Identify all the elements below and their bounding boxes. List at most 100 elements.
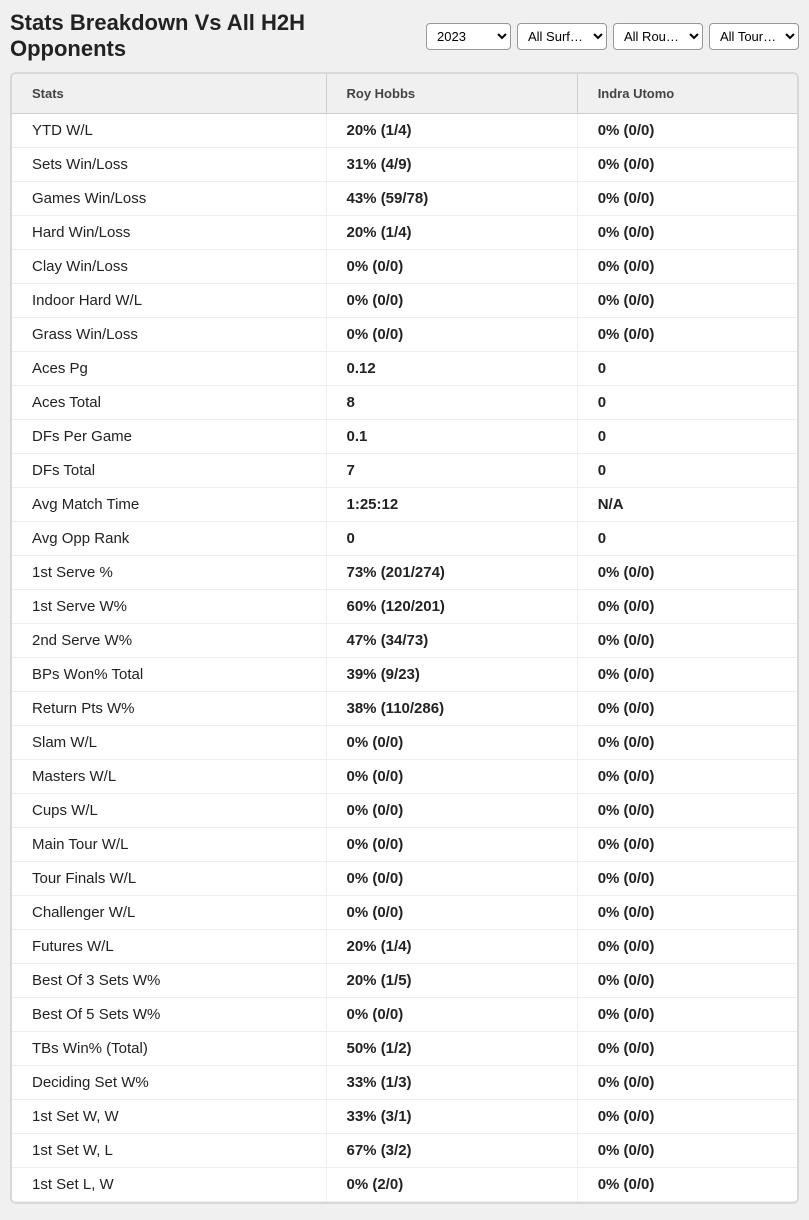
stat-value: 0% (0/0) — [577, 1032, 797, 1066]
stats-table-container: Stats Roy Hobbs Indra Utomo YTD W/L20% (… — [10, 72, 799, 1204]
stat-value: 0% (0/0) — [326, 726, 577, 760]
stat-label: Return Pts W% — [12, 692, 326, 726]
table-row: Avg Match Time1:25:12N/A — [12, 488, 797, 522]
table-row: DFs Total70 — [12, 454, 797, 488]
table-row: 2nd Serve W%47% (34/73)0% (0/0) — [12, 624, 797, 658]
table-row: Aces Pg0.120 — [12, 352, 797, 386]
col-header-stats: Stats — [12, 74, 326, 114]
stat-value: 0% (0/0) — [326, 896, 577, 930]
stats-table: Stats Roy Hobbs Indra Utomo YTD W/L20% (… — [12, 74, 797, 1202]
stat-label: Challenger W/L — [12, 896, 326, 930]
stat-label: Cups W/L — [12, 794, 326, 828]
stat-label: Slam W/L — [12, 726, 326, 760]
table-row: Cups W/L0% (0/0)0% (0/0) — [12, 794, 797, 828]
stat-value: 43% (59/78) — [326, 182, 577, 216]
stat-value: 0% (0/0) — [577, 930, 797, 964]
page-title: Stats Breakdown Vs All H2H Opponents — [10, 10, 426, 62]
stat-value: 20% (1/4) — [326, 216, 577, 250]
stat-value: 0% (0/0) — [326, 862, 577, 896]
stat-value: 0% (0/0) — [326, 250, 577, 284]
stat-value: N/A — [577, 488, 797, 522]
stat-label: 2nd Serve W% — [12, 624, 326, 658]
table-row: BPs Won% Total39% (9/23)0% (0/0) — [12, 658, 797, 692]
stat-label: Grass Win/Loss — [12, 318, 326, 352]
stat-value: 50% (1/2) — [326, 1032, 577, 1066]
stat-value: 0% (0/0) — [326, 828, 577, 862]
table-row: 1st Set W, L67% (3/2)0% (0/0) — [12, 1134, 797, 1168]
table-row: Main Tour W/L0% (0/0)0% (0/0) — [12, 828, 797, 862]
stat-value: 60% (120/201) — [326, 590, 577, 624]
year-select[interactable]: 2023 — [426, 23, 511, 50]
round-select[interactable]: All Rou… — [613, 23, 703, 50]
table-row: Best Of 3 Sets W%20% (1/5)0% (0/0) — [12, 964, 797, 998]
table-row: DFs Per Game0.10 — [12, 420, 797, 454]
stat-value: 0% (0/0) — [577, 828, 797, 862]
stat-label: TBs Win% (Total) — [12, 1032, 326, 1066]
stat-value: 0% (0/0) — [577, 590, 797, 624]
table-row: Tour Finals W/L0% (0/0)0% (0/0) — [12, 862, 797, 896]
table-row: YTD W/L20% (1/4)0% (0/0) — [12, 114, 797, 148]
table-row: 1st Set L, W0% (2/0)0% (0/0) — [12, 1168, 797, 1202]
stat-value: 0% (0/0) — [577, 1066, 797, 1100]
tour-select[interactable]: All Tour… — [709, 23, 799, 50]
stat-value: 0% (0/0) — [326, 760, 577, 794]
stat-value: 0% (0/0) — [577, 692, 797, 726]
stat-value: 0% (0/0) — [326, 998, 577, 1032]
stat-label: 1st Set W, L — [12, 1134, 326, 1168]
stat-label: Avg Match Time — [12, 488, 326, 522]
stat-label: 1st Set L, W — [12, 1168, 326, 1202]
table-row: 1st Set W, W33% (3/1)0% (0/0) — [12, 1100, 797, 1134]
stat-label: Best Of 5 Sets W% — [12, 998, 326, 1032]
table-row: Sets Win/Loss31% (4/9)0% (0/0) — [12, 148, 797, 182]
stat-value: 0% (0/0) — [577, 896, 797, 930]
stat-value: 0% (0/0) — [577, 114, 797, 148]
stat-value: 0% (0/0) — [577, 794, 797, 828]
stat-value: 0% (0/0) — [326, 794, 577, 828]
table-row: Futures W/L20% (1/4)0% (0/0) — [12, 930, 797, 964]
stat-label: Main Tour W/L — [12, 828, 326, 862]
table-row: 1st Serve %73% (201/274)0% (0/0) — [12, 556, 797, 590]
stat-value: 0% (0/0) — [326, 318, 577, 352]
table-row: Games Win/Loss43% (59/78)0% (0/0) — [12, 182, 797, 216]
stat-value: 0 — [577, 454, 797, 488]
table-row: Masters W/L0% (0/0)0% (0/0) — [12, 760, 797, 794]
stat-label: DFs Total — [12, 454, 326, 488]
stat-label: Aces Pg — [12, 352, 326, 386]
table-row: TBs Win% (Total)50% (1/2)0% (0/0) — [12, 1032, 797, 1066]
stat-value: 1:25:12 — [326, 488, 577, 522]
stat-value: 47% (34/73) — [326, 624, 577, 658]
filters-group: 2023 All Surf… All Rou… All Tour… — [426, 23, 799, 50]
col-header-player2: Indra Utomo — [577, 74, 797, 114]
stat-value: 31% (4/9) — [326, 148, 577, 182]
stat-value: 20% (1/5) — [326, 964, 577, 998]
stat-value: 0% (0/0) — [577, 862, 797, 896]
stat-value: 8 — [326, 386, 577, 420]
table-header-row: Stats Roy Hobbs Indra Utomo — [12, 74, 797, 114]
stat-value: 0% (0/0) — [577, 250, 797, 284]
stat-value: 0% (0/0) — [577, 658, 797, 692]
stat-label: 1st Set W, W — [12, 1100, 326, 1134]
stat-value: 0% (0/0) — [577, 1134, 797, 1168]
stat-value: 0% (0/0) — [577, 1100, 797, 1134]
stat-label: YTD W/L — [12, 114, 326, 148]
stat-label: 1st Serve % — [12, 556, 326, 590]
stat-value: 0% (0/0) — [577, 998, 797, 1032]
stat-label: 1st Serve W% — [12, 590, 326, 624]
surface-select[interactable]: All Surf… — [517, 23, 607, 50]
stats-tbody: YTD W/L20% (1/4)0% (0/0)Sets Win/Loss31%… — [12, 114, 797, 1202]
table-row: Indoor Hard W/L0% (0/0)0% (0/0) — [12, 284, 797, 318]
stat-label: Masters W/L — [12, 760, 326, 794]
stat-value: 0% (2/0) — [326, 1168, 577, 1202]
table-row: Slam W/L0% (0/0)0% (0/0) — [12, 726, 797, 760]
stat-value: 0% (0/0) — [577, 284, 797, 318]
stat-value: 0% (0/0) — [577, 1168, 797, 1202]
stat-value: 33% (3/1) — [326, 1100, 577, 1134]
stat-label: Clay Win/Loss — [12, 250, 326, 284]
stat-value: 73% (201/274) — [326, 556, 577, 590]
stat-value: 7 — [326, 454, 577, 488]
stat-label: Avg Opp Rank — [12, 522, 326, 556]
table-row: Hard Win/Loss20% (1/4)0% (0/0) — [12, 216, 797, 250]
stat-value: 0 — [577, 352, 797, 386]
table-row: Clay Win/Loss0% (0/0)0% (0/0) — [12, 250, 797, 284]
stat-value: 0.12 — [326, 352, 577, 386]
